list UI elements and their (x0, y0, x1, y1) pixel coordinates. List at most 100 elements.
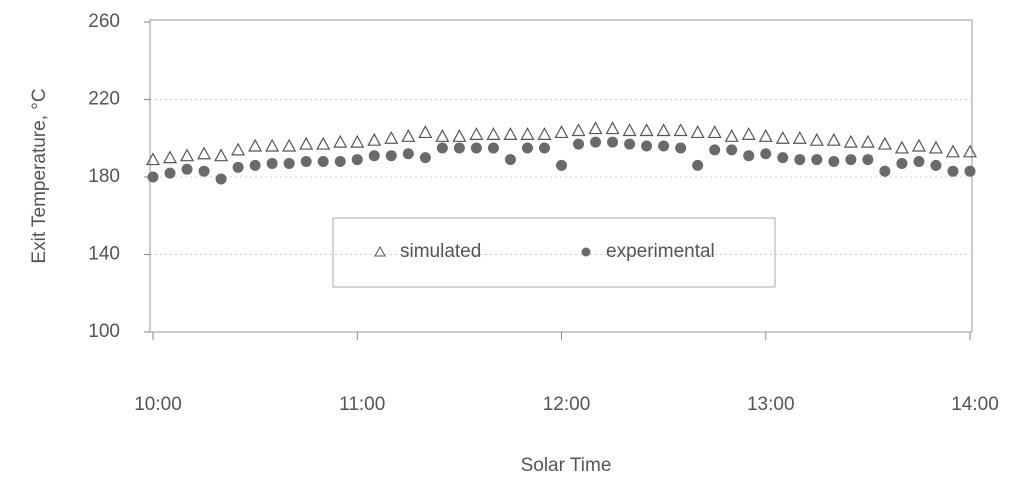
circle-point (556, 160, 567, 171)
triangle-point (215, 150, 227, 161)
triangle-point (828, 134, 840, 145)
triangle-point (266, 140, 278, 151)
circle-point (965, 166, 976, 177)
legend-marker (582, 248, 591, 257)
triangle-point (232, 144, 244, 155)
circle-point (250, 160, 261, 171)
triangle-point (198, 148, 210, 159)
circle-point (947, 166, 958, 177)
triangle-point (334, 136, 346, 147)
triangle-point (487, 128, 499, 139)
x-tick-label: 11:00 (339, 394, 385, 415)
circle-point (913, 156, 924, 167)
circle-point (267, 158, 278, 169)
triangle-point (317, 138, 329, 149)
triangle-point (760, 130, 772, 141)
y-tick-label: 220 (88, 89, 120, 110)
circle-point (148, 172, 159, 183)
y-tick-label: 180 (88, 166, 120, 187)
triangle-point (845, 136, 857, 147)
triangle-point (709, 126, 721, 137)
triangle-point (521, 128, 533, 139)
circle-point (624, 139, 635, 150)
circle-point (522, 142, 533, 153)
circle-point (607, 137, 618, 148)
triangle-point (811, 134, 823, 145)
circle-point (420, 152, 431, 163)
y-tick-label: 100 (88, 321, 120, 342)
triangle-point (351, 136, 363, 147)
circle-point (454, 142, 465, 153)
circle-point (301, 156, 312, 167)
triangle-point (641, 125, 653, 136)
triangle-point (896, 142, 908, 153)
circle-point (675, 142, 686, 153)
triangle-point (181, 150, 193, 161)
triangle-point (879, 138, 891, 149)
triangle-point (436, 130, 448, 141)
y-axis-title: Exit Temperature, °C (29, 88, 50, 263)
y-tick-label: 140 (88, 244, 120, 265)
circle-point (386, 150, 397, 161)
triangle-point (794, 132, 806, 143)
circle-point (794, 154, 805, 165)
circle-point (726, 144, 737, 155)
circle-point (505, 154, 516, 165)
circle-point (641, 141, 652, 152)
triangle-point (930, 142, 942, 153)
circle-point (233, 162, 244, 173)
circle-point (471, 142, 482, 153)
circle-point (811, 154, 822, 165)
circle-point (760, 148, 771, 159)
triangle-point (504, 128, 516, 139)
triangle-point (164, 152, 176, 163)
triangle-point (385, 132, 397, 143)
x-tick-label: 12:00 (543, 394, 591, 415)
circle-point (658, 141, 669, 152)
triangle-point (607, 123, 619, 134)
triangle-point (538, 128, 550, 139)
circle-point (318, 156, 329, 167)
triangle-point (573, 125, 585, 136)
legend-label: simulated (400, 241, 481, 262)
circle-point (692, 160, 703, 171)
triangle-point (692, 126, 704, 137)
triangle-point (402, 130, 414, 141)
triangle-point (147, 154, 159, 165)
triangle-point (913, 140, 925, 151)
circle-point (182, 164, 193, 175)
x-axis-title: Solar Time (521, 455, 612, 476)
circle-point (709, 144, 720, 155)
circle-point (403, 148, 414, 159)
triangle-point (675, 125, 687, 136)
circle-point (539, 142, 550, 153)
circle-point (743, 150, 754, 161)
circle-point (930, 160, 941, 171)
circle-point (828, 156, 839, 167)
circle-point (335, 156, 346, 167)
triangle-point (470, 128, 482, 139)
triangle-point (777, 132, 789, 143)
triangle-point (658, 125, 670, 136)
circle-point (777, 152, 788, 163)
circle-point (284, 158, 295, 169)
triangle-point (249, 140, 261, 151)
y-tick-label: 260 (88, 11, 120, 32)
triangle-point (743, 128, 755, 139)
circle-point (573, 139, 584, 150)
legend-label: experimental (606, 241, 715, 262)
circle-point (862, 154, 873, 165)
x-tick-label: 13:00 (747, 394, 795, 415)
circle-point (896, 158, 907, 169)
circle-point (845, 154, 856, 165)
triangle-point (368, 134, 380, 145)
triangle-point (283, 140, 295, 151)
circle-point (437, 142, 448, 153)
triangle-point (556, 126, 568, 137)
triangle-point (947, 146, 959, 157)
chart: Solar Time Exit Temperature, °C 100 140 18… (0, 0, 1017, 487)
circle-point (879, 166, 890, 177)
x-tick-label: 14:00 (951, 394, 999, 415)
circle-point (590, 137, 601, 148)
circle-point (165, 168, 176, 179)
